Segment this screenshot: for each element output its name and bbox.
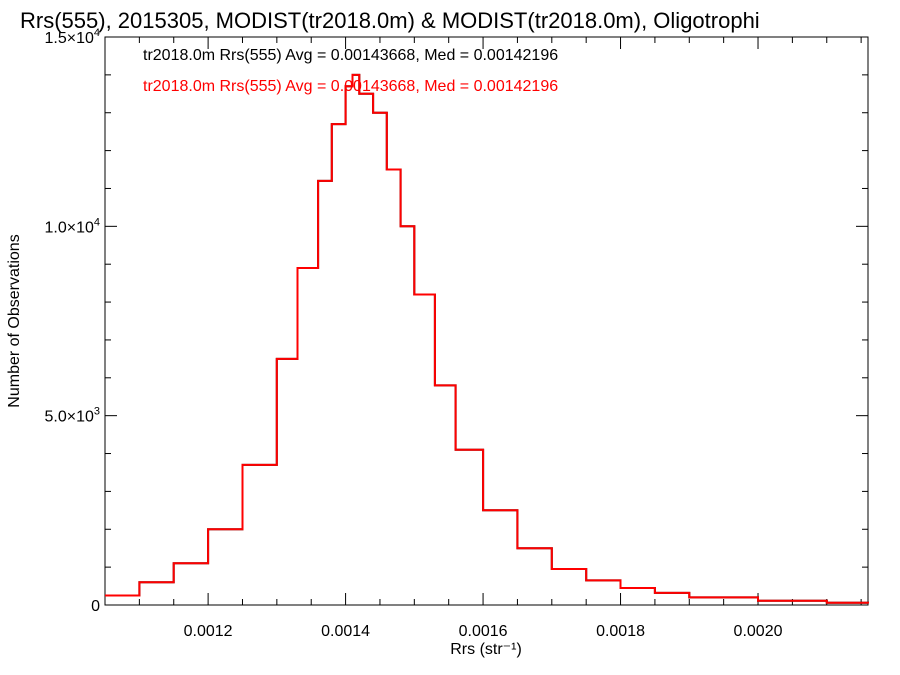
- axis-ticks: [105, 36, 868, 606]
- y-tick-label: 1.0×104: [44, 216, 100, 236]
- series-group: [104, 73, 869, 604]
- y-tick-label: 0: [91, 598, 100, 615]
- chart-title: Rrs(555), 2015305, MODIST(tr2018.0m) & M…: [20, 8, 760, 33]
- y-axis-label: Number of Observations: [6, 234, 23, 407]
- x-tick-label: 0.0018: [596, 623, 645, 640]
- legend-entry-black: tr2018.0m Rrs(555) Avg = 0.00143668, Med…: [143, 47, 558, 64]
- x-tick-label: 0.0020: [734, 623, 783, 640]
- y-tick-label: 1.5×104: [44, 27, 100, 47]
- x-tick-labels: 0.0012 0.0014 0.0016 0.0018 0.0020: [184, 623, 783, 640]
- plot-frame: [104, 36, 869, 606]
- x-tick-label: 0.0012: [184, 623, 233, 640]
- series-line-red: [105, 73, 869, 604]
- y-tick-label: 5.0×103: [44, 406, 100, 426]
- x-axis-label: Rrs (str⁻¹): [450, 641, 522, 658]
- x-tick-label: 0.0016: [459, 623, 508, 640]
- series-line-black: [105, 73, 869, 604]
- y-tick-labels: 0 5.0×103 1.0×104 1.5×104: [44, 27, 100, 615]
- legend-entry-red: tr2018.0m Rrs(555) Avg = 0.00143668, Med…: [143, 78, 558, 95]
- x-tick-label: 0.0014: [321, 623, 370, 640]
